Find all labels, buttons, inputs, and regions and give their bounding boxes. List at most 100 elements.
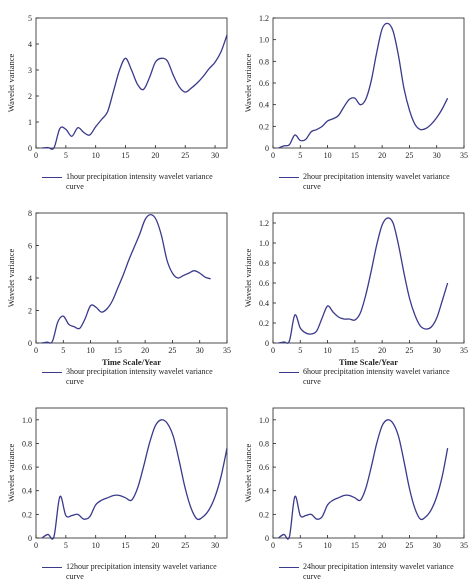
x-tick-label: 30 bbox=[433, 346, 441, 355]
legend-swatch bbox=[42, 177, 62, 178]
y-tick-label: 0.4 bbox=[259, 299, 269, 308]
y-tick-label: 2 bbox=[28, 92, 32, 101]
chart-svg-6: 0 0.2 0.4 0.6 0.8 1.0 0 5 10 15 20 25 30 35 Wavelet va… bbox=[243, 407, 468, 550]
x-tick-label: 35 bbox=[223, 346, 231, 355]
y-tick-label: 1.2 bbox=[259, 14, 269, 23]
plot-frame bbox=[272, 212, 465, 344]
legend-label: 1hour precipitation intensity wavelet va… bbox=[66, 172, 213, 191]
x-tick-label: 15 bbox=[122, 541, 130, 550]
y-axis-label: Wavelet variance bbox=[6, 444, 16, 503]
y-tick-label: 1.0 bbox=[22, 416, 32, 425]
legend-swatch bbox=[279, 177, 299, 178]
y-tick-label: 0 bbox=[28, 339, 32, 348]
x-tick-label: 30 bbox=[211, 541, 219, 550]
y-axis-label: Wavelet variance bbox=[243, 249, 253, 308]
y-tick-label: 0 bbox=[265, 144, 269, 153]
x-tick-label: 15 bbox=[114, 346, 122, 355]
x-tick-label: 20 bbox=[378, 346, 386, 355]
x-tick-label: 0 bbox=[34, 346, 38, 355]
y-tick-label: 0.2 bbox=[259, 319, 269, 328]
chart-panel-2: 0 0.2 0.4 0.6 0.8 1.0 1.2 0 5 10 15 20 25 30 35 Wavelet… bbox=[237, 0, 474, 195]
legend-label: 6hour precipitation intensity wavelet va… bbox=[303, 367, 450, 386]
plot-frame bbox=[272, 407, 465, 539]
y-tick-label: 0 bbox=[28, 144, 32, 153]
y-tick-label: 0.4 bbox=[22, 487, 32, 496]
x-tick-label: 25 bbox=[405, 151, 413, 160]
y-tick-label: 5 bbox=[28, 14, 32, 23]
x-tick-label: 10 bbox=[87, 346, 95, 355]
y-tick-label: 0 bbox=[265, 339, 269, 348]
y-axis-label: Wavelet variance bbox=[6, 54, 16, 113]
y-tick-label: 4 bbox=[28, 40, 32, 49]
x-axis-label: Time Scale/Year bbox=[339, 357, 398, 367]
legend-label: 3hour precipitation intensity wavelet va… bbox=[66, 367, 213, 386]
y-axis-label: Wavelet variance bbox=[6, 249, 16, 308]
x-tick-label: 25 bbox=[168, 346, 176, 355]
plot-frame bbox=[35, 17, 228, 149]
y-tick-label: 0.6 bbox=[259, 463, 269, 472]
chart-svg-2: 0 0.2 0.4 0.6 0.8 1.0 1.2 0 5 10 15 20 25 30 35 Wavelet… bbox=[243, 14, 468, 160]
x-tick-label: 25 bbox=[405, 541, 413, 550]
legend-label: 12hour precipitation intensity wavelet v… bbox=[66, 562, 217, 581]
x-tick-label: 10 bbox=[92, 541, 100, 550]
x-tick-label: 30 bbox=[433, 151, 441, 160]
x-tick-label: 10 bbox=[92, 151, 100, 160]
y-tick-label: 0.8 bbox=[259, 57, 269, 66]
x-tick-label: 5 bbox=[298, 151, 302, 160]
x-tick-label: 35 bbox=[460, 541, 468, 550]
series-line bbox=[41, 419, 228, 540]
legend-label: 24hour precipitation intensity wavelet v… bbox=[303, 562, 454, 581]
y-tick-label: 0.6 bbox=[22, 463, 32, 472]
x-tick-label: 0 bbox=[34, 541, 38, 550]
legend-swatch bbox=[42, 372, 62, 373]
y-tick-label: 0.6 bbox=[259, 279, 269, 288]
plot-frame bbox=[272, 17, 465, 149]
y-axis-label: Wavelet variance bbox=[243, 444, 253, 503]
legend-label: 2hour precipitation intensity wavelet va… bbox=[303, 172, 450, 191]
y-tick-label: 2 bbox=[28, 307, 32, 316]
x-tick-label: 35 bbox=[460, 151, 468, 160]
y-axis-label: Wavelet variance bbox=[243, 54, 253, 113]
series-line bbox=[41, 213, 211, 344]
x-tick-label: 0 bbox=[271, 151, 275, 160]
series-line bbox=[41, 34, 228, 150]
y-tick-label: 1.2 bbox=[259, 219, 269, 228]
x-tick-label: 10 bbox=[324, 541, 332, 550]
x-tick-label: 20 bbox=[378, 151, 386, 160]
x-tick-label: 15 bbox=[351, 151, 359, 160]
y-tick-label: 1 bbox=[28, 118, 32, 127]
x-tick-label: 15 bbox=[351, 346, 359, 355]
y-tick-label: 1.0 bbox=[259, 416, 269, 425]
legend-swatch bbox=[42, 567, 62, 568]
chart-svg-1: 0 1 2 3 4 5 0 5 10 15 20 25 30 Wavelet variance bbox=[6, 14, 228, 160]
x-tick-label: 25 bbox=[181, 151, 189, 160]
x-tick-label: 10 bbox=[324, 151, 332, 160]
x-tick-label: 25 bbox=[405, 346, 413, 355]
series-line bbox=[278, 217, 449, 344]
y-tick-label: 0.4 bbox=[259, 101, 269, 110]
x-tick-label: 35 bbox=[460, 346, 468, 355]
y-tick-label: 0.2 bbox=[259, 122, 269, 131]
y-tick-label: 0.6 bbox=[259, 79, 269, 88]
chart-panel-5: 0 0.2 0.4 0.6 0.8 1.0 0 5 10 15 20 25 30 Wavelet vari… bbox=[0, 390, 237, 585]
y-tick-label: 0.4 bbox=[259, 487, 269, 496]
y-tick-label: 8 bbox=[28, 209, 32, 218]
x-tick-label: 0 bbox=[271, 541, 275, 550]
x-tick-label: 5 bbox=[298, 541, 302, 550]
x-tick-label: 25 bbox=[181, 541, 189, 550]
legend-swatch bbox=[279, 372, 299, 373]
y-tick-label: 0.8 bbox=[22, 439, 32, 448]
y-tick-label: 0.8 bbox=[259, 259, 269, 268]
y-tick-label: 1.0 bbox=[259, 36, 269, 45]
chart-panel-3: 0 2 4 6 8 0 5 10 15 20 25 30 35 Wavelet variance Time … bbox=[0, 195, 237, 390]
chart-panel-6: 0 0.2 0.4 0.6 0.8 1.0 0 5 10 15 20 25 30 35 Wavelet va… bbox=[237, 390, 474, 585]
x-tick-label: 15 bbox=[351, 541, 359, 550]
y-tick-label: 4 bbox=[28, 274, 32, 283]
x-tick-label: 30 bbox=[196, 346, 204, 355]
y-tick-label: 0.2 bbox=[22, 510, 32, 519]
y-tick-label: 0 bbox=[265, 534, 269, 543]
x-tick-label: 20 bbox=[378, 541, 386, 550]
x-axis-label: Time Scale/Year bbox=[102, 357, 161, 367]
x-tick-label: 5 bbox=[64, 541, 68, 550]
